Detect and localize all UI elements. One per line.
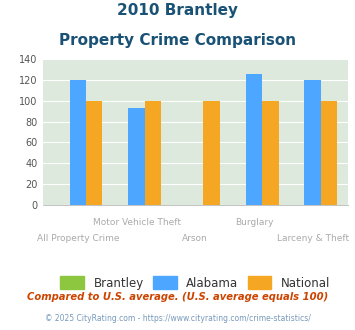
Bar — [145, 101, 161, 205]
Bar — [262, 101, 279, 205]
Text: Burglary: Burglary — [235, 218, 273, 227]
Text: Motor Vehicle Theft: Motor Vehicle Theft — [93, 218, 181, 227]
Legend: Brantley, Alabama, National: Brantley, Alabama, National — [56, 272, 335, 294]
Text: All Property Crime: All Property Crime — [37, 234, 119, 243]
Text: Larceny & Theft: Larceny & Theft — [277, 234, 349, 243]
Text: © 2025 CityRating.com - https://www.cityrating.com/crime-statistics/: © 2025 CityRating.com - https://www.city… — [45, 314, 310, 323]
Bar — [305, 80, 321, 205]
Bar — [203, 101, 220, 205]
Bar — [70, 80, 86, 205]
Bar — [86, 101, 103, 205]
Bar — [128, 108, 145, 205]
Text: Property Crime Comparison: Property Crime Comparison — [59, 33, 296, 48]
Bar — [246, 74, 262, 205]
Text: Arson: Arson — [182, 234, 208, 243]
Text: 2010 Brantley: 2010 Brantley — [117, 3, 238, 18]
Bar — [321, 101, 337, 205]
Text: Compared to U.S. average. (U.S. average equals 100): Compared to U.S. average. (U.S. average … — [27, 292, 328, 302]
